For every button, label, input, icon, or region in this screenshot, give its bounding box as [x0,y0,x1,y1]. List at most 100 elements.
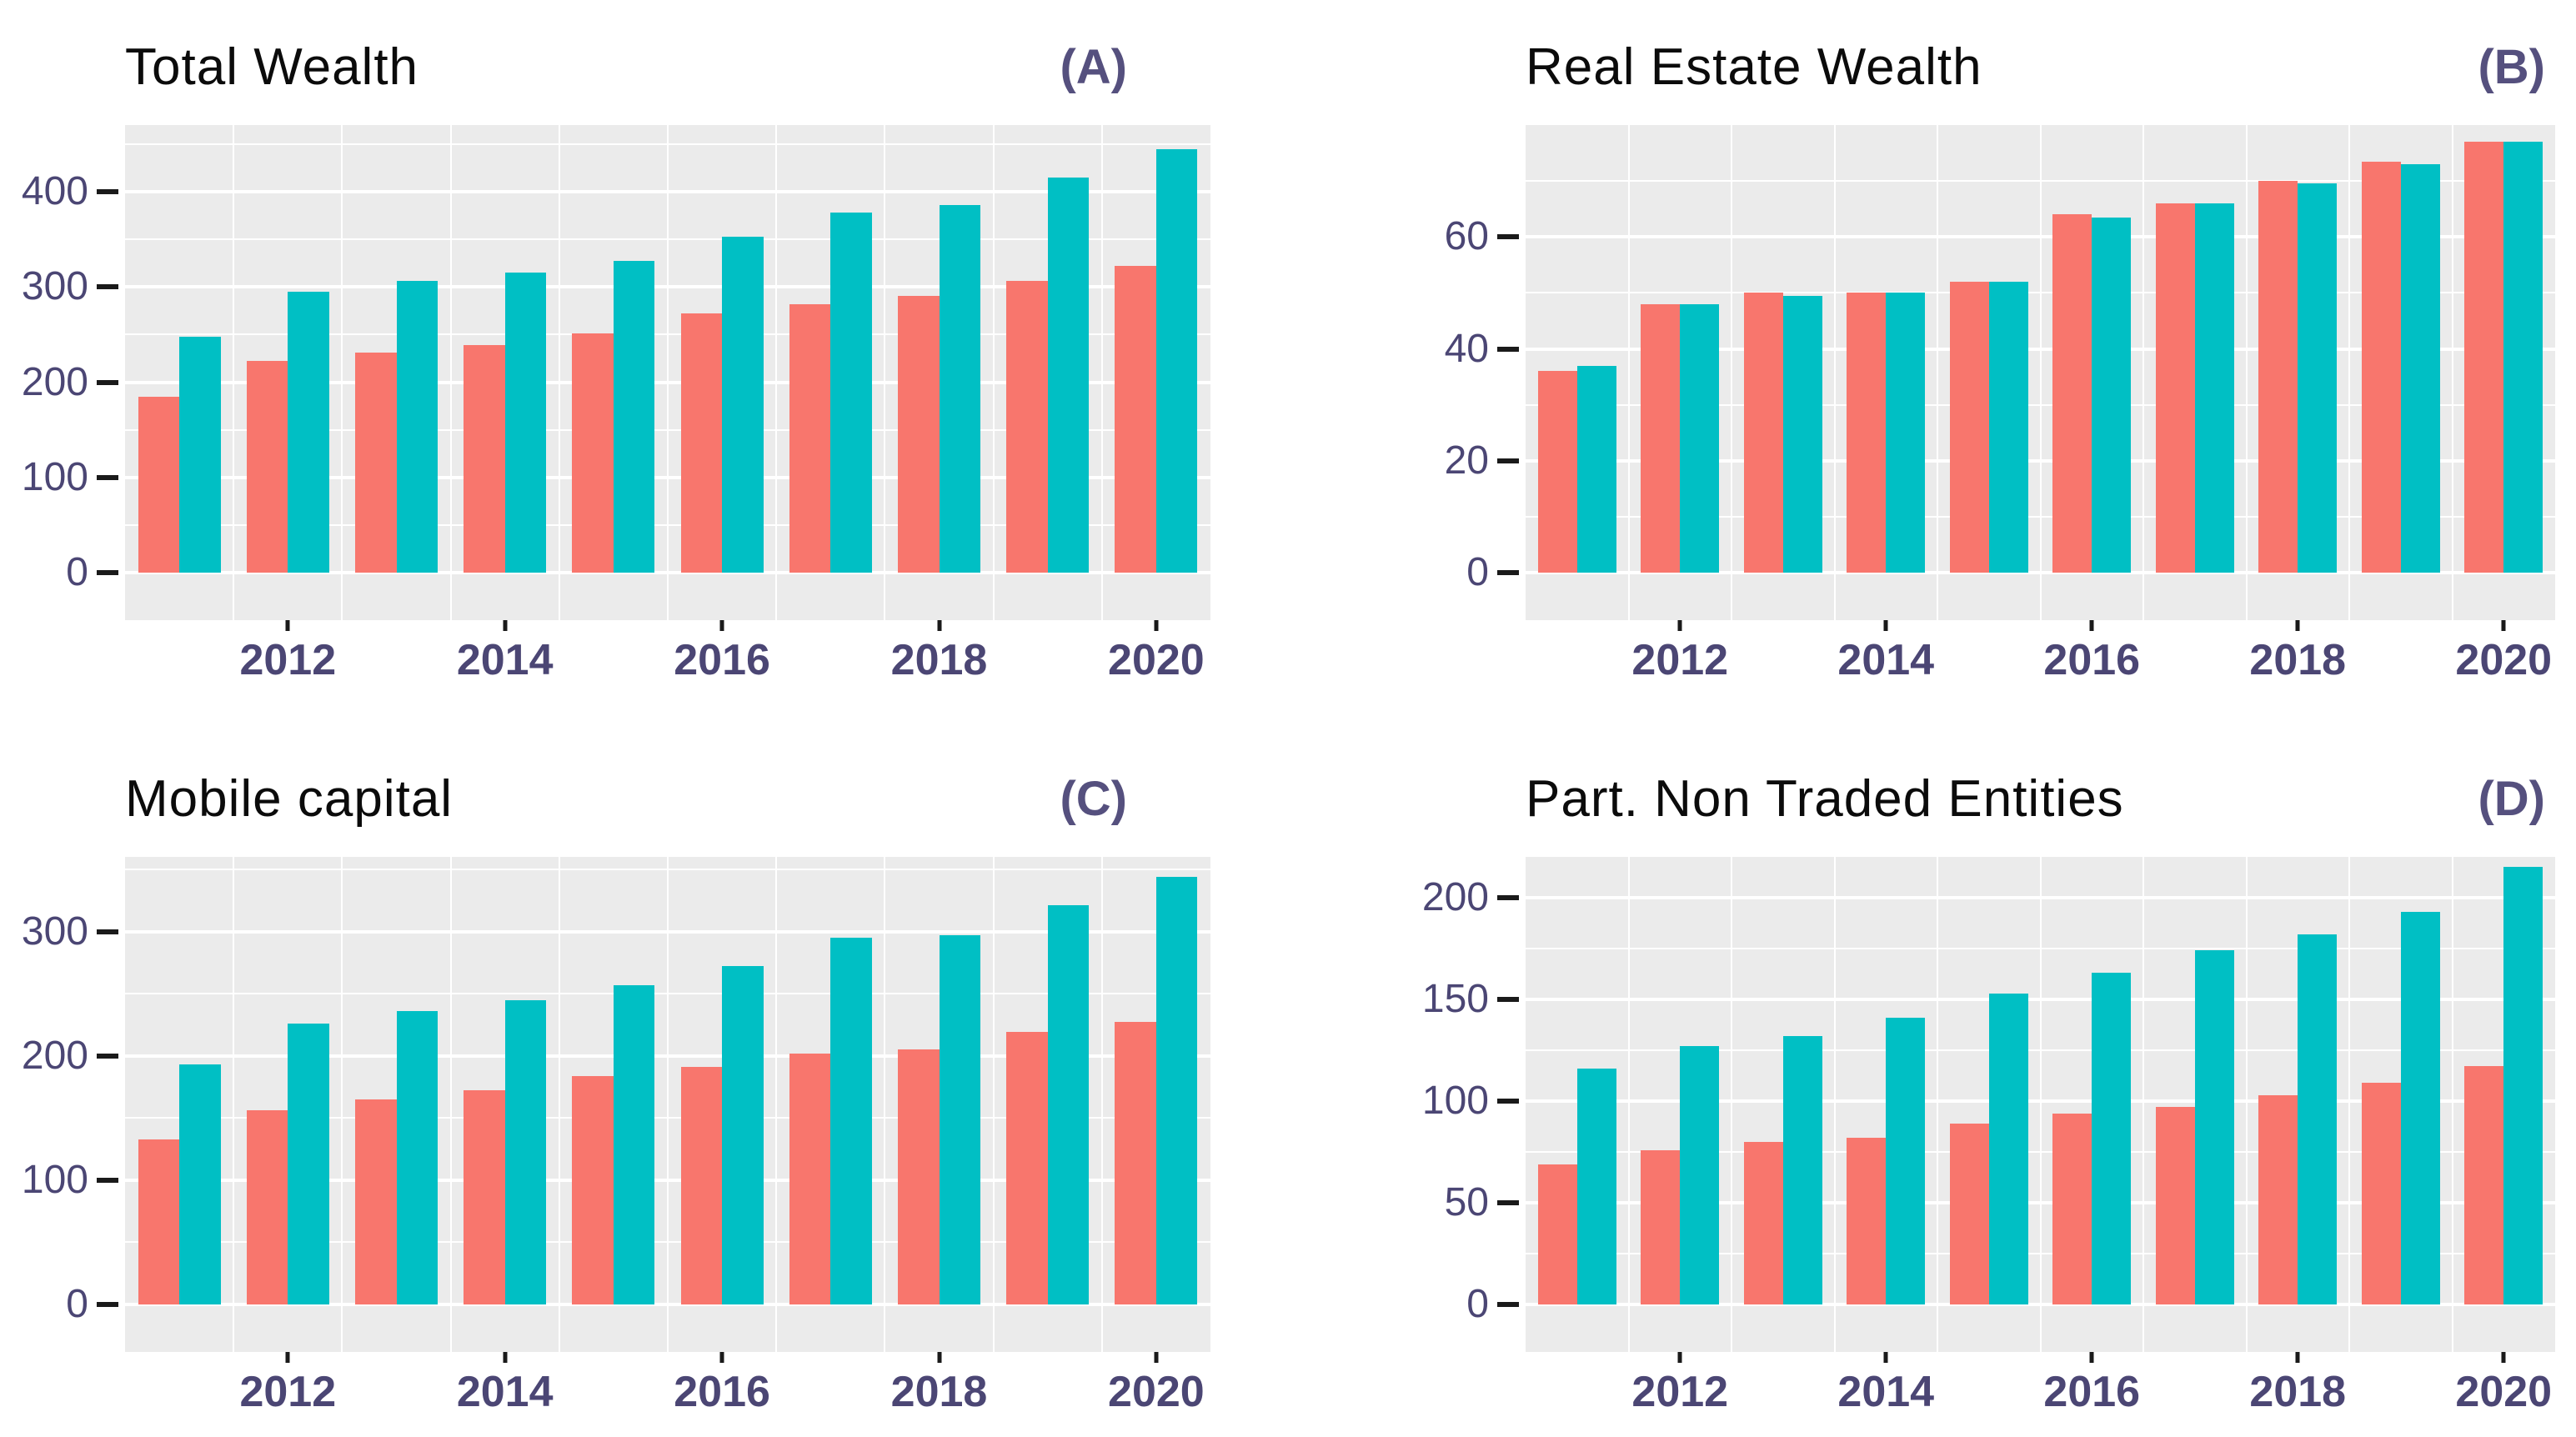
panel-mobile-capital: Mobile capital (C) 0 100 200 300 2012 2014 20… [22,740,1210,1422]
bar-series_red-2012 [246,1110,288,1304]
y-tick-mark [1497,1098,1519,1104]
bar-group-2015 [559,125,668,573]
plot-area [1526,857,2555,1352]
bar-series_teal-2013 [1782,295,1822,573]
vertical-gridline [884,125,886,620]
bar-series_red-2019 [1006,281,1048,573]
bar-series_red-2020 [1115,1022,1156,1304]
y-tick-mark [1497,1199,1519,1205]
y-tick-label: 20 [1444,438,1489,483]
panel-total-wealth: Total Wealth (A) 0 100 200 300 400 2012 2014 2… [22,8,1210,690]
x-tick-label: 2018 [890,636,988,684]
bar-series_teal-2020 [1155,148,1198,573]
y-tick-mark [97,474,118,480]
y-axis: 0 100 200 300 400 [22,125,125,620]
vertical-gridline [775,857,778,1352]
x-tick-mark [1677,620,1682,631]
bar-series_teal-2020 [2503,142,2543,573]
bar-series_red-2011 [1537,1164,1577,1304]
y-tick-label: 0 [1466,1282,1489,1326]
bar-series_red-2015 [1949,281,1989,573]
x-tick-label: 2012 [1631,1368,1729,1416]
vertical-gridline [558,857,560,1352]
bar-group-2013 [342,857,450,1304]
x-tick-label: 2018 [2249,636,2347,684]
y-axis: 0 100 200 300 [22,857,125,1352]
bar-series_teal-2019 [1047,905,1090,1304]
bars-layer [125,857,1210,1352]
bar-series_teal-2014 [504,999,547,1304]
bar-series_red-2020 [1115,266,1156,573]
vertical-gridline [992,125,995,620]
vertical-gridline [667,857,669,1352]
bar-series_red-2016 [2052,1113,2092,1304]
x-tick-mark [1883,620,1888,631]
bar-series_red-2020 [2464,142,2504,573]
bar-series_red-2017 [2155,203,2195,573]
bar-series_red-2018 [2258,181,2298,573]
bar-series_red-2011 [1537,371,1577,573]
y-tick-label: 100 [1421,1078,1489,1123]
bar-group-2015 [1937,125,2041,573]
bar-series_teal-2014 [1886,1017,1926,1304]
panel-letter: (B) [2478,39,2545,94]
vertical-gridline [2245,125,2248,620]
bar-group-2016 [668,125,776,573]
bar-series_teal-2018 [939,204,980,573]
bar-series_red-2020 [2464,1066,2504,1304]
chart-title: Part. Non Traded Entities [1526,769,2124,828]
x-tick-mark [2089,620,2094,631]
vertical-gridline [2348,857,2350,1352]
y-tick-label: 200 [21,1033,88,1078]
vertical-gridline [2142,125,2144,620]
bar-group-2018 [885,125,993,573]
y-tick-mark [97,188,118,194]
bar-series_red-2018 [2258,1094,2298,1304]
y-tick-mark [97,570,118,575]
y-tick-label: 150 [1421,976,1489,1021]
bar-group-2012 [1629,857,1732,1304]
x-tick-label: 2012 [239,636,337,684]
panel-title-row: Real Estate Wealth (B) [1446,8,2555,125]
bar-group-2014 [451,857,559,1304]
x-tick-label: 2020 [2455,1368,2553,1416]
x-tick-mark [719,1352,724,1363]
chart-row: 0 100 200 300 [22,857,1210,1352]
x-tick-label: 2014 [456,1368,554,1416]
vertical-gridline [2451,857,2453,1352]
vertical-gridline [992,857,995,1352]
bar-group-2017 [776,125,885,573]
y-tick-label: 40 [1444,326,1489,371]
bar-series_red-2013 [1743,1141,1783,1304]
bar-series_teal-2011 [1576,1068,1616,1304]
bars-layer [1526,857,2555,1352]
bar-series_teal-2018 [2298,183,2338,573]
x-tick-mark [285,620,290,631]
bar-group-2019 [994,857,1102,1304]
bar-group-2016 [668,857,776,1304]
bar-series_teal-2015 [1988,993,2028,1304]
y-tick-mark [97,379,118,385]
x-axis: 2012 2014 2016 2018 2020 [1526,620,2555,690]
bar-series_red-2017 [789,303,831,573]
bar-series_teal-2019 [1047,177,1090,573]
bar-group-2020 [2453,125,2556,573]
bar-group-2014 [451,125,559,573]
bar-group-2020 [2453,857,2556,1304]
bar-series_red-2012 [1641,303,1681,573]
x-tick-label: 2016 [2043,636,2141,684]
panel-part-non-traded-entities: Part. Non Traded Entities (D) 0 50 100 150 2… [1422,740,2555,1422]
panel-letter: (D) [2478,771,2545,826]
bar-series_red-2013 [1743,293,1783,573]
bar-group-2018 [2247,125,2350,573]
x-axis: 2012 2014 2016 2018 2020 [125,620,1210,690]
bar-series_teal-2015 [1988,281,2028,573]
chart-title: Mobile capital [125,769,454,828]
vertical-gridline [341,125,343,620]
vertical-gridline [341,857,343,1352]
bar-series_red-2018 [898,1049,940,1304]
y-tick-label: 0 [66,550,88,594]
vertical-gridline [2142,857,2144,1352]
bar-group-2013 [342,125,450,573]
